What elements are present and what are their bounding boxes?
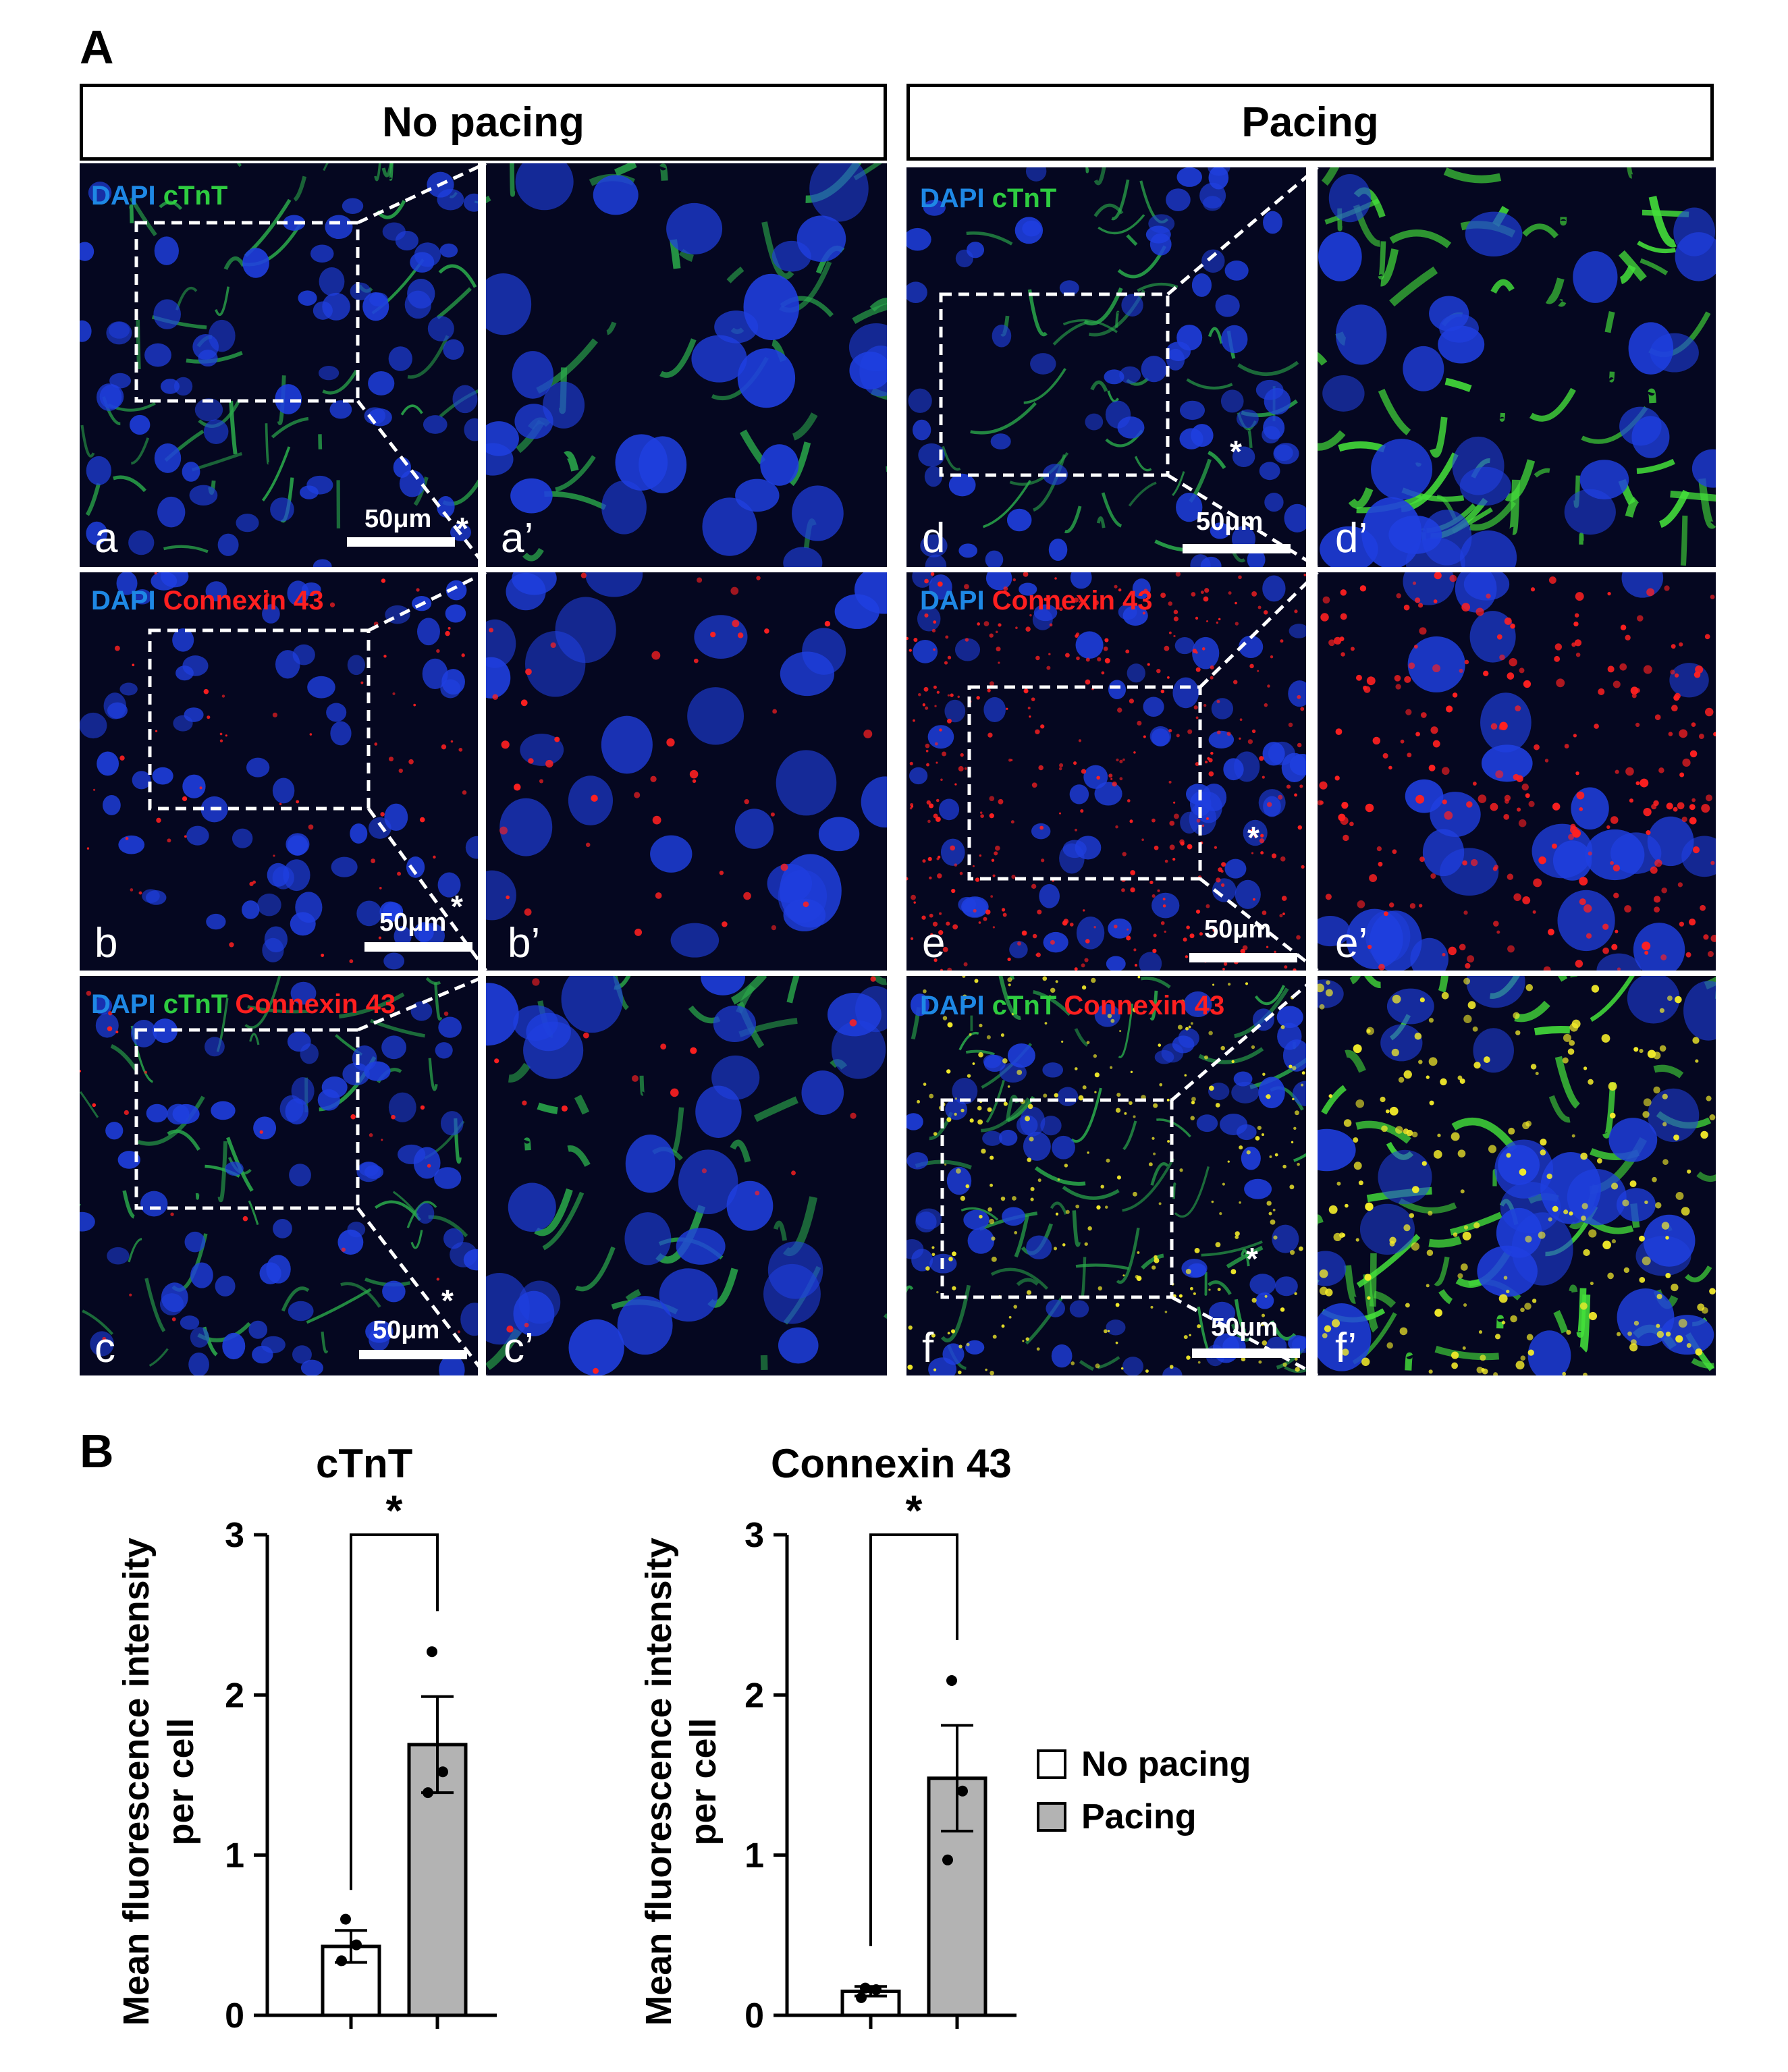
panel-a-label: A [80,21,114,74]
label-ctnt: cTnT [992,991,1057,1020]
label-dapi: DAPI [91,181,156,211]
subpanel-b: b [94,920,118,966]
data-point [856,1992,867,2003]
significance-label: * [386,1486,403,1535]
subpanel-a-prime: a’ [501,515,534,562]
data-point [351,1939,362,1951]
subpanel-d: d [922,515,946,562]
chart-title-ctnt: cTnT [316,1441,413,1486]
y-tick-label: 3 [744,1516,764,1555]
image-c-prime [486,976,887,1375]
significance-bracket [350,1533,439,1890]
y-tick-label: 3 [225,1516,244,1555]
y-axis-label: per cell [683,1718,724,1845]
subpanel-a: a [94,515,118,562]
y-tick-label: 2 [744,1676,764,1715]
y-axis-label: Mean fluorescence intensity [639,1537,679,2025]
data-point [942,1854,953,1865]
data-point [336,1955,347,1967]
label-dapi: DAPI [920,184,985,213]
y-axis-label: Mean fluorescence intensity [116,1537,157,2025]
asterisk-marker: * [1230,434,1242,469]
chart-title-cx43: Connexin 43 [771,1441,1012,1486]
label-row-e: DAPI Connexin 43 [920,586,1153,616]
label-cx43: Connexin 43 [163,586,324,616]
asterisk-marker: * [1247,820,1259,855]
image-f-prime [1318,976,1716,1375]
label-row-c: DAPI cTnT Connexin 43 [91,989,396,1020]
y-tick-label: 1 [744,1836,764,1876]
subpanel-e: e [922,920,946,966]
asterisk-marker: * [1246,1241,1258,1276]
subpanel-c: c [94,1325,115,1371]
subpanel-e-prime: e’ [1335,920,1368,966]
data-point [437,1766,448,1778]
label-ctnt: cTnT [163,989,228,1019]
image-e-prime [1318,572,1716,971]
y-tick-label: 2 [225,1676,244,1715]
legend-no-pacing: No pacing [1037,1744,1251,1784]
image-a-prime [486,163,887,567]
y-tick-label: 0 [225,1996,244,2036]
data-point [423,1787,433,1799]
no-pacing-header: No pacing [80,84,887,161]
label-row-a: DAPI cTnT [91,181,227,211]
label-row-d: DAPI cTnT [920,184,1056,214]
legend-label-no-pacing: No pacing [1081,1745,1251,1784]
subpanel-f: f [922,1325,934,1371]
label-ctnt: cTnT [163,181,228,211]
label-dapi: DAPI [91,586,156,616]
label-dapi: DAPI [920,586,985,616]
label-dapi: DAPI [920,991,985,1020]
panel-b-label: B [80,1425,114,1477]
legend-swatch-pacing [1037,1802,1066,1832]
subpanel-f-prime: f’ [1335,1325,1357,1371]
y-tick-label: 1 [225,1836,244,1876]
label-cx43: Connexin 43 [992,586,1153,616]
image-d-prime [1318,167,1716,567]
significance-bracket [869,1533,958,1946]
y-axis-label: per cell [161,1718,201,1845]
data-point [860,1982,871,1994]
subpanel-c-prime: c’ [504,1325,534,1371]
label-ctnt: cTnT [992,184,1057,213]
y-tick-label: 0 [744,1996,764,2036]
image-b-prime [486,572,887,971]
subpanel-d-prime: d’ [1335,515,1368,562]
data-point [871,1984,882,1996]
legend-label-pacing: Pacing [1081,1797,1197,1836]
legend-pacing: Pacing [1037,1797,1197,1837]
data-point [427,1646,437,1658]
pacing-header: Pacing [906,84,1714,161]
data-point [946,1674,957,1686]
label-row-b: DAPI Connexin 43 [91,586,324,616]
data-point [957,1785,968,1797]
significance-label: * [906,1486,923,1535]
legend-swatch-no-pacing [1037,1749,1066,1779]
subpanel-b-prime: b’ [508,920,541,966]
label-dapi: DAPI [91,989,156,1019]
data-point [340,1913,351,1925]
